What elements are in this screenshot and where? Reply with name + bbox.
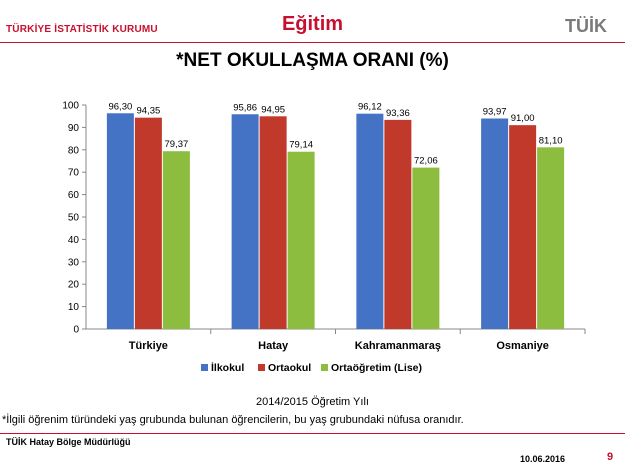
office-name: TÜİK Hatay Bölge Müdürlüğü	[6, 437, 131, 447]
bar	[537, 147, 565, 329]
bar	[509, 125, 537, 329]
y-tick-label: 60	[68, 190, 80, 201]
tuik-logo: TÜİK	[565, 16, 607, 36]
data-label: 93,36	[386, 108, 410, 119]
y-tick-label: 30	[68, 257, 80, 268]
x-category-label: Osmaniye	[496, 340, 549, 352]
org-name: TÜRKİYE İSTATİSTİK KURUMU	[6, 24, 158, 35]
x-category-label: Türkiye	[129, 340, 168, 352]
footer-divider	[0, 433, 625, 434]
bar	[287, 151, 315, 329]
y-tick-label: 50	[68, 213, 80, 224]
y-tick-label: 100	[62, 101, 79, 112]
data-label: 91,00	[511, 113, 535, 124]
data-label: 94,35	[136, 106, 160, 117]
data-label: 79,37	[164, 139, 188, 150]
legend-swatch	[258, 364, 265, 371]
legend-label: Ortaöğretim (Lise)	[331, 362, 422, 374]
data-label: 96,30	[108, 101, 132, 112]
data-label: 79,14	[289, 140, 313, 151]
bar	[134, 117, 162, 329]
logo-text: TÜİK	[565, 16, 607, 36]
slide-header: TÜRKİYE İSTATİSTİK KURUMU Eğitim TÜİK	[0, 0, 625, 44]
chart-title: *NET OKULLAŞMA ORANI (%)	[176, 50, 449, 71]
data-label: 72,06	[414, 156, 438, 167]
bar	[412, 167, 440, 329]
bar	[162, 151, 190, 329]
legend-swatch	[321, 364, 328, 371]
legend-label: Ortaokul	[268, 362, 311, 374]
bar	[259, 116, 287, 329]
y-tick-label: 70	[68, 168, 80, 179]
page-number: 9	[607, 451, 614, 463]
x-category-label: Hatay	[258, 340, 289, 352]
y-tick-label: 0	[73, 325, 79, 336]
bar-chart: 0 10 20 30 40 50 60 70 80 90 100 96,30 94,35 79,37 Tür…	[62, 101, 586, 374]
bar	[481, 118, 509, 329]
legend-label: İlkokul	[211, 361, 244, 374]
data-label: 95,86	[233, 102, 257, 113]
footnote: *İlgili öğrenim türündeki yaş grubunda b…	[2, 414, 464, 426]
data-label: 93,97	[483, 107, 507, 118]
x-category-label: Kahramanmaraş	[355, 340, 441, 352]
bar	[231, 114, 259, 330]
data-label: 94,95	[261, 104, 285, 115]
y-tick-label: 10	[68, 302, 80, 313]
bar	[356, 113, 384, 330]
data-label: 96,12	[358, 102, 382, 113]
section-title: Eğitim	[281, 13, 344, 35]
legend-swatch	[201, 364, 208, 371]
y-tick-label: 80	[68, 145, 80, 156]
bar	[106, 113, 134, 330]
y-tick-label: 40	[68, 235, 80, 246]
y-tick-label: 90	[68, 123, 80, 134]
chart-subtitle: 2014/2015 Öğretim Yılı	[256, 396, 369, 408]
y-tick-label: 20	[68, 280, 80, 291]
bar	[384, 119, 412, 329]
footer-date: 10.06.2016	[520, 454, 566, 464]
data-label: 81,10	[539, 135, 563, 146]
header-divider	[0, 42, 625, 43]
